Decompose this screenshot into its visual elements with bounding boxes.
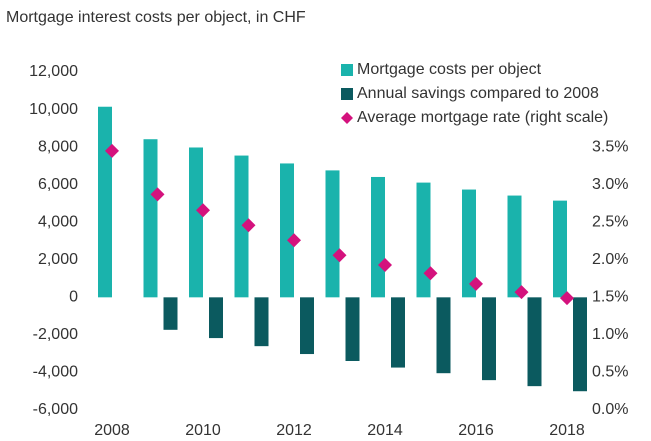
chart-title: Mortgage interest costs per object, in C…: [6, 9, 306, 26]
y-tick-label: 12,000: [29, 63, 78, 80]
y2-tick-label: 3.0%: [592, 176, 628, 193]
legend-label: Annual savings compared to 2008: [357, 85, 599, 102]
legend-label: Average mortgage rate (right scale): [357, 109, 608, 126]
bar: [300, 297, 314, 355]
marker: [332, 248, 347, 263]
bar: [482, 297, 496, 381]
legend-swatch: [341, 64, 353, 76]
legend-swatch: [341, 88, 353, 100]
bar: [507, 195, 522, 298]
y2-tick-label: 2.0%: [592, 251, 628, 268]
bar: [573, 297, 587, 392]
bar: [234, 155, 249, 298]
y2-tick-label: 0.0%: [592, 401, 628, 418]
x-tick-label: 2016: [458, 422, 494, 439]
bar: [553, 200, 567, 298]
y-tick-label: -2,000: [33, 326, 78, 343]
marker: [514, 285, 529, 300]
y-tick-label: -4,000: [33, 364, 78, 381]
bar: [462, 189, 476, 298]
x-tick-label: 2008: [94, 422, 130, 439]
marker: [423, 266, 438, 281]
y-tick-label: 8,000: [38, 138, 78, 155]
y-tick-label: 0: [69, 289, 78, 306]
legend-label: Mortgage costs per object: [357, 61, 542, 78]
bar: [416, 182, 431, 298]
bar: [371, 176, 385, 298]
x-tick-label: 2014: [367, 422, 403, 439]
bar: [325, 170, 340, 298]
marker: [469, 276, 483, 291]
bar: [254, 297, 269, 347]
y-tick-label: 4,000: [38, 213, 78, 230]
bar: [163, 297, 178, 330]
y2-tick-label: 0.5%: [592, 364, 628, 381]
x-tick-label: 2012: [276, 422, 312, 439]
y-tick-label: 2,000: [38, 251, 78, 268]
marker: [241, 218, 256, 233]
y2-tick-label: 2.5%: [592, 213, 628, 230]
bar: [98, 106, 112, 298]
marker: [378, 258, 392, 273]
bar: [189, 147, 203, 298]
x-tick-label: 2010: [185, 422, 221, 439]
y-tick-label: -6,000: [33, 401, 78, 418]
legend-marker: [341, 112, 353, 124]
marker: [196, 203, 210, 218]
y2-tick-label: 1.5%: [592, 289, 628, 306]
bar: [391, 297, 405, 368]
bar: [143, 139, 158, 298]
marker: [560, 291, 574, 306]
marker: [105, 143, 119, 158]
bar: [209, 297, 223, 339]
y-tick-label: 6,000: [38, 176, 78, 193]
y-tick-label: 10,000: [29, 101, 78, 118]
y2-tick-label: 1.0%: [592, 326, 628, 343]
x-tick-label: 2018: [549, 422, 585, 439]
bar: [345, 297, 360, 361]
bar: [527, 297, 542, 387]
marker: [287, 233, 301, 248]
bar: [436, 297, 451, 374]
y2-tick-label: 3.5%: [592, 138, 628, 155]
bar: [280, 163, 294, 298]
marker: [150, 187, 165, 202]
